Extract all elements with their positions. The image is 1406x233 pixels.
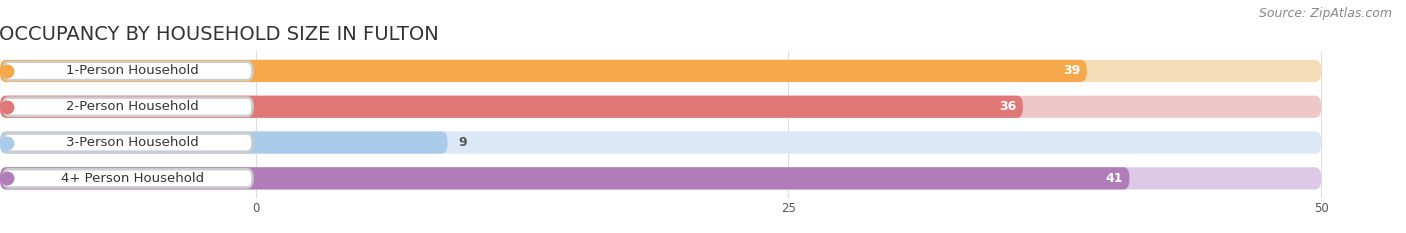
Text: 39: 39 [1063, 65, 1080, 77]
FancyBboxPatch shape [0, 131, 447, 154]
FancyBboxPatch shape [0, 131, 1322, 154]
FancyBboxPatch shape [3, 169, 253, 188]
FancyBboxPatch shape [0, 60, 1322, 82]
FancyBboxPatch shape [0, 96, 1322, 118]
FancyBboxPatch shape [3, 98, 253, 116]
Text: 36: 36 [1000, 100, 1017, 113]
Text: Source: ZipAtlas.com: Source: ZipAtlas.com [1258, 7, 1392, 20]
Text: OCCUPANCY BY HOUSEHOLD SIZE IN FULTON: OCCUPANCY BY HOUSEHOLD SIZE IN FULTON [0, 25, 439, 44]
FancyBboxPatch shape [0, 167, 1129, 189]
Text: 2-Person Household: 2-Person Household [66, 100, 200, 113]
FancyBboxPatch shape [0, 167, 1322, 189]
Text: 41: 41 [1105, 172, 1123, 185]
Text: 4+ Person Household: 4+ Person Household [62, 172, 204, 185]
FancyBboxPatch shape [3, 134, 253, 152]
Text: 3-Person Household: 3-Person Household [66, 136, 200, 149]
Text: 1-Person Household: 1-Person Household [66, 65, 200, 77]
FancyBboxPatch shape [0, 60, 1087, 82]
Text: 9: 9 [458, 136, 467, 149]
FancyBboxPatch shape [0, 96, 1024, 118]
FancyBboxPatch shape [3, 62, 253, 80]
